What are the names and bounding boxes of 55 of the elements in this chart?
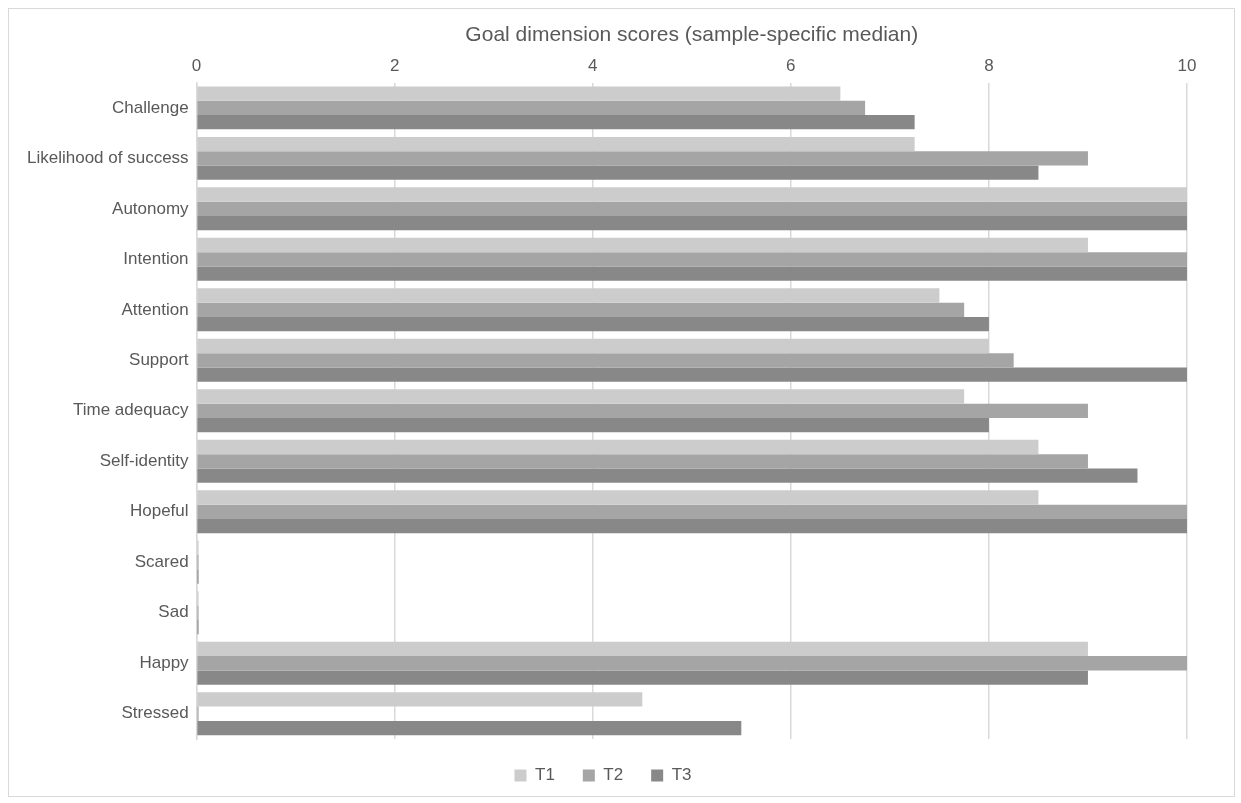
y-tick-label: Self-identity [99,450,190,470]
bar [197,403,1088,418]
bar [197,518,1187,534]
y-tick-label: Sad [158,602,189,622]
y-tick-label: Hopeful [129,501,189,521]
bar [197,389,965,404]
bar [197,187,1187,202]
bar [197,490,1039,505]
x-tick-label: 8 [984,56,994,76]
x-tick-label: 6 [786,56,796,76]
y-tick-label: Stressed [121,703,189,723]
bar [197,367,1187,382]
bar [197,115,915,130]
x-tick-label: 10 [1177,56,1197,76]
bar [197,417,989,433]
legend-label: T2 [603,765,624,785]
bar [197,237,1088,253]
y-tick-label: Scared [134,551,189,571]
bar [197,288,940,303]
bar [197,316,989,332]
y-tick-label: Happy [139,652,190,672]
bar [197,720,742,736]
bar [197,165,1039,180]
bar [197,201,1187,216]
bar [197,252,1187,267]
bar [197,302,965,317]
y-tick-label: Attention [121,299,189,319]
x-tick-label: 2 [389,56,400,76]
bar [197,266,1187,281]
y-tick-label: Intention [123,249,189,269]
x-tick-label: 4 [588,56,598,76]
bar [197,86,841,101]
y-tick-label: Support [129,350,189,369]
bar [197,504,1187,519]
x-axis-title: Goal dimension scores (sample-specific median) [465,22,919,46]
bar [197,353,1014,368]
bar [197,338,989,354]
bar [197,656,1187,671]
legend-label: T3 [671,765,692,785]
bar [197,100,866,115]
y-tick-label: Autonomy [112,198,190,218]
bar [197,641,1088,657]
bar [197,215,1187,231]
legend-label: T1 [534,765,555,785]
bar [197,151,1088,166]
y-tick-label: Time adequacy [72,400,190,420]
bar [197,439,1039,455]
y-tick-label: Challenge [112,97,189,117]
bar [197,670,1088,685]
y-tick-label: Likelihood of success [27,148,189,168]
x-tick-label: 0 [191,56,202,76]
bar [197,692,643,707]
bar [197,454,1088,469]
bar [197,468,1138,483]
bar [197,136,915,152]
